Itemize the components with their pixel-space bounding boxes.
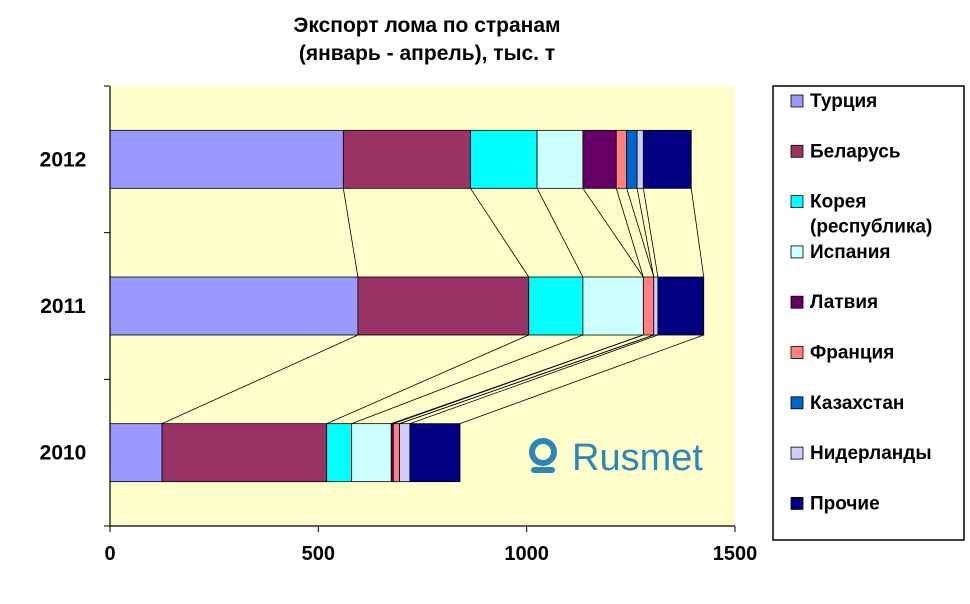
series-line: [351, 334, 584, 425]
series-line: [161, 334, 359, 425]
bar-segment: [470, 129, 538, 189]
watermark-text: Rusmet: [572, 437, 703, 479]
bar-segment: [642, 129, 692, 189]
series-line: [470, 188, 530, 278]
series-line: [399, 334, 654, 425]
legend-label: Казахстан: [810, 393, 904, 414]
category-label: 2010: [40, 442, 87, 465]
bars: [109, 129, 705, 483]
bar-segment: [109, 423, 163, 483]
chart-title-line-1: Экспорт лома по странам: [293, 14, 560, 37]
bar-segment: [528, 276, 584, 336]
bar-segment: [582, 129, 617, 189]
watermark: Rusmet: [529, 437, 703, 479]
legend-label: Франция: [810, 343, 894, 364]
series-line: [459, 334, 704, 425]
bar-segment: [636, 129, 644, 189]
legend-swatch: [790, 94, 804, 108]
bar-segment: [109, 276, 359, 336]
legend-label: Прочие: [810, 493, 880, 514]
legend-swatch: [790, 446, 804, 460]
legend-label: Корея: [810, 192, 866, 213]
legend: Турция Беларусь Корея (республика) Испания Ла…: [772, 85, 965, 541]
category-label: 2011: [40, 295, 86, 318]
bar-segment: [653, 276, 659, 336]
legend-label: Нидерланды: [810, 443, 932, 464]
series-line: [342, 188, 359, 278]
legend-label: Беларусь: [810, 141, 901, 162]
bar-segment: [642, 276, 655, 336]
legend-swatch: [790, 295, 804, 309]
bar-segment: [399, 423, 411, 483]
series-line: [409, 334, 659, 425]
series-line: [642, 188, 659, 278]
bar-segment: [657, 276, 705, 336]
legend-box: [772, 85, 965, 541]
x-tick-label: 0: [104, 543, 115, 565]
series-line: [536, 188, 584, 278]
bar-segment: [161, 423, 328, 483]
series-lines: [161, 188, 705, 425]
chart-title-line-2: (январь - апрель), тыс. т: [299, 42, 555, 65]
bar-segment: [582, 276, 644, 336]
legend-swatch: [790, 144, 804, 158]
x-tick-label: 1000: [504, 543, 549, 565]
bar-segment: [392, 423, 400, 483]
bar-segment: [109, 129, 344, 189]
series-line: [615, 188, 644, 278]
bar-segment: [615, 129, 628, 189]
bar-segment: [536, 129, 584, 189]
x-tick-label: 500: [302, 543, 335, 565]
bar-segment: [342, 129, 471, 189]
legend-swatch: [790, 496, 804, 510]
bar-segment: [626, 129, 638, 189]
legend-swatch: [790, 396, 804, 410]
bar-segment: [357, 276, 530, 336]
legend-label: Турция: [810, 91, 877, 112]
bar-segment: [409, 423, 461, 483]
x-tick-label: 1500: [713, 543, 758, 565]
legend-label: Испания: [810, 242, 891, 263]
legend-swatch: [790, 245, 804, 259]
rusmet-logo-icon: [529, 438, 557, 473]
series-line: [690, 188, 705, 278]
bar-segment: [326, 423, 353, 483]
category-label: 2012: [40, 148, 87, 171]
legend-swatch: [790, 195, 804, 209]
series-line: [393, 334, 644, 425]
series-line: [582, 188, 644, 278]
legend-swatch: [790, 346, 804, 359]
series-line: [626, 188, 655, 278]
series-line: [636, 188, 655, 278]
chart-title: Экспорт лома по странам (январь - апрель…: [293, 14, 560, 65]
legend-label: (республика): [810, 217, 932, 238]
axes: 0 500 1000 1500 2012 2011 2010: [40, 85, 758, 565]
bar-segment: [351, 423, 392, 483]
series-line: [326, 334, 529, 425]
legend-label: Латвия: [810, 292, 878, 313]
